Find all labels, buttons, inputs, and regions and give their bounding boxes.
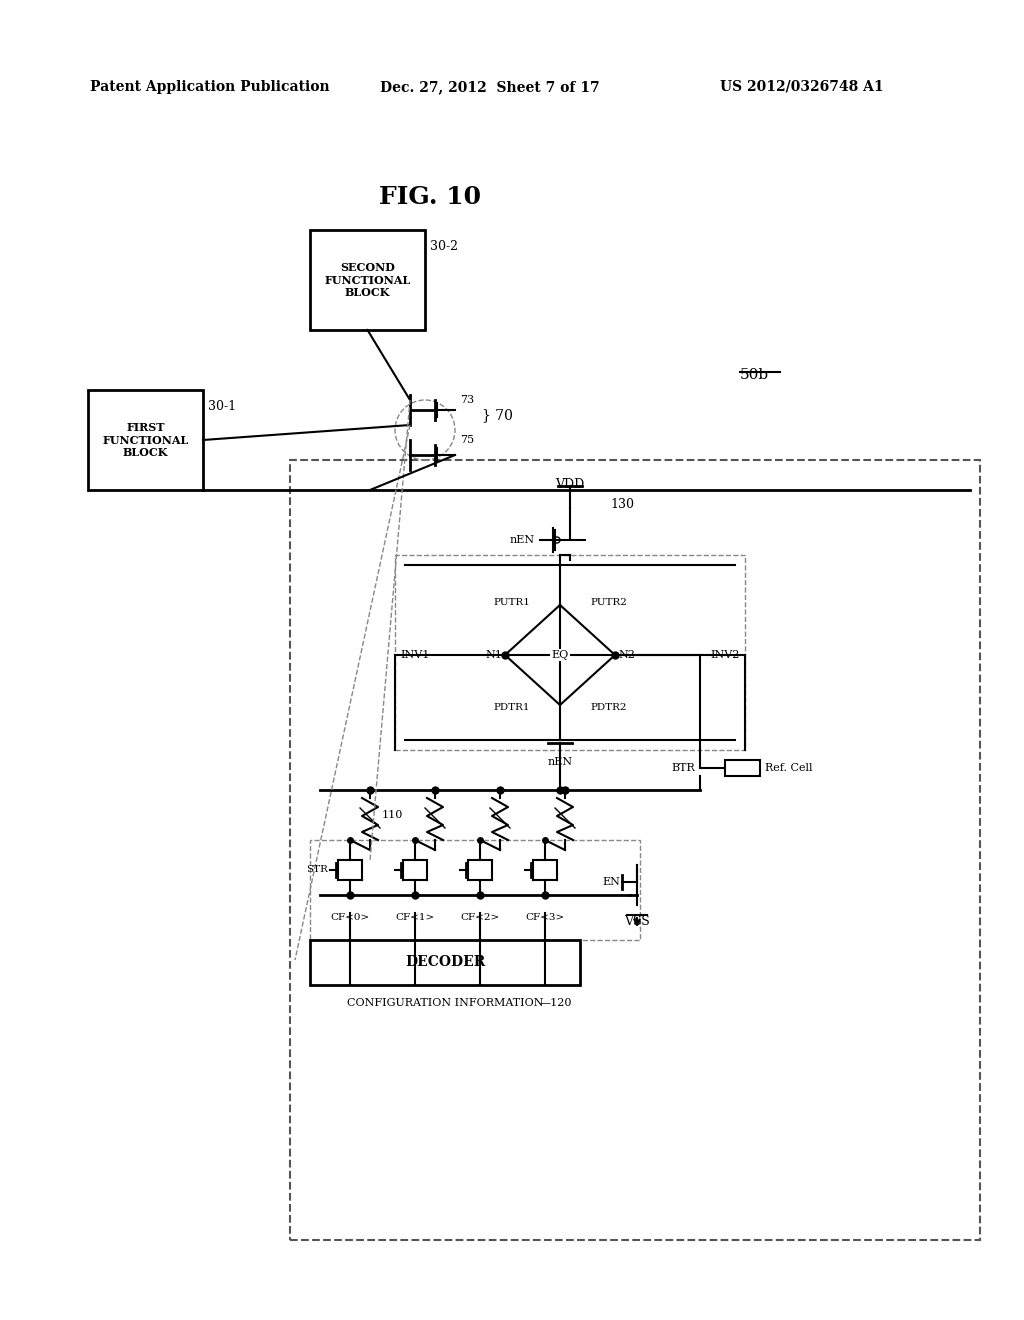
Text: 73: 73: [460, 395, 474, 405]
Bar: [395, 554, 745, 750]
Text: SECOND
FUNCTIONAL
BLOCK: SECOND FUNCTIONAL BLOCK: [325, 261, 411, 298]
Text: VDD: VDD: [555, 478, 585, 491]
Text: N2: N2: [618, 649, 635, 660]
Text: INV1: INV1: [400, 649, 429, 660]
Text: PUTR2: PUTR2: [590, 598, 627, 607]
Text: EQ: EQ: [551, 649, 568, 660]
Text: 130: 130: [610, 499, 634, 511]
Text: Ref. Cell: Ref. Cell: [765, 763, 812, 774]
Text: Patent Application Publication: Patent Application Publication: [90, 81, 330, 94]
Text: CF<3>: CF<3>: [525, 913, 564, 921]
Text: BTR: BTR: [672, 763, 695, 774]
Text: } 70: } 70: [482, 408, 513, 422]
Text: 30-1: 30-1: [208, 400, 237, 413]
Bar: [310, 230, 425, 330]
Text: FIG. 10: FIG. 10: [379, 185, 481, 209]
Text: PDTR1: PDTR1: [494, 704, 530, 711]
Circle shape: [554, 537, 560, 543]
Text: 30-2: 30-2: [430, 240, 458, 253]
Text: FIRST
FUNCTIONAL
BLOCK: FIRST FUNCTIONAL BLOCK: [102, 421, 188, 458]
Bar: [310, 840, 640, 940]
Text: EN: EN: [602, 876, 620, 887]
Text: CF<0>: CF<0>: [331, 913, 370, 921]
Bar: [290, 459, 980, 1239]
Text: CF<2>: CF<2>: [461, 913, 500, 921]
Text: PDTR2: PDTR2: [590, 704, 627, 711]
Bar: [88, 389, 203, 490]
Text: nEN: nEN: [510, 535, 535, 545]
Text: CONFIGURATION INFORMATION: CONFIGURATION INFORMATION: [347, 998, 544, 1008]
Bar: [725, 760, 760, 776]
Text: STR: STR: [306, 866, 328, 874]
Text: US 2012/0326748 A1: US 2012/0326748 A1: [720, 81, 884, 94]
Text: 110: 110: [382, 810, 403, 820]
Text: —120: —120: [540, 998, 572, 1008]
Text: 50b: 50b: [740, 368, 769, 381]
Text: DECODER: DECODER: [404, 956, 485, 969]
Text: 75: 75: [460, 436, 474, 445]
Text: INV2: INV2: [711, 649, 740, 660]
Text: N1: N1: [485, 649, 502, 660]
Text: CF<1>: CF<1>: [395, 913, 434, 921]
Text: VSS: VSS: [624, 915, 650, 928]
Text: nEN: nEN: [548, 756, 572, 767]
Text: Dec. 27, 2012  Sheet 7 of 17: Dec. 27, 2012 Sheet 7 of 17: [380, 81, 600, 94]
Text: PUTR1: PUTR1: [494, 598, 530, 607]
Bar: [310, 940, 580, 985]
